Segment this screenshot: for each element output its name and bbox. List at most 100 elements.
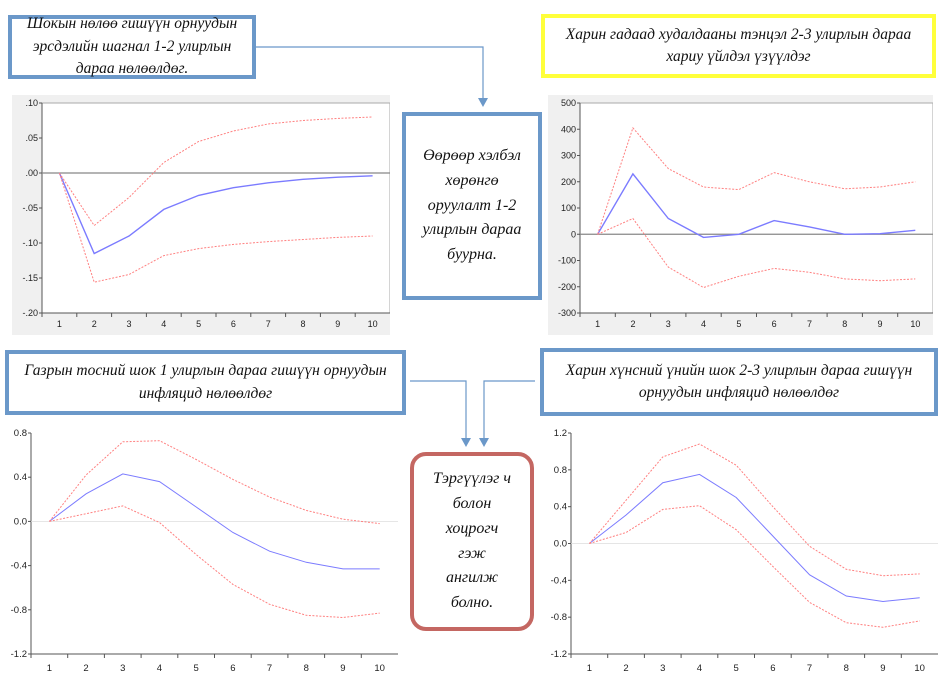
y-tick-label: .10 [25, 98, 38, 108]
note-leading-lagging: Тэргүүлэг ч болон хоцрогч гэж ангилж бол… [410, 452, 534, 631]
arrow-bottom-right [483, 380, 535, 440]
x-tick-label: 3 [120, 663, 125, 674]
x-tick-label: 5 [734, 663, 739, 674]
note-food-shock: Харин хүнсний үнийн шок 2-3 улирлын дара… [540, 348, 938, 416]
series-response-line [49, 473, 380, 570]
x-tick-label: 8 [844, 663, 849, 674]
y-tick-label: -0.4 [11, 561, 27, 572]
y-tick-label: .05 [25, 133, 38, 143]
y-tick-label: 500 [561, 98, 576, 108]
series-response-line [589, 473, 920, 603]
x-tick-label: 8 [304, 663, 309, 674]
series-upper-line [58, 116, 373, 227]
y-tick-label: 400 [561, 124, 576, 134]
chart-svg: 500 400 300 200 100 0 -100 -200 -300 1 2 3 4 5 6 7 8 9 10 [548, 95, 933, 335]
x-tick-label: 9 [340, 663, 345, 674]
y-tick-label: -0.8 [551, 612, 567, 623]
y-tick-label: -0.4 [551, 575, 567, 586]
x-tick-label: 9 [335, 319, 340, 329]
x-tick-label: 10 [914, 663, 925, 674]
x-tick-label: 8 [300, 319, 305, 329]
x-tick-label: 2 [630, 319, 635, 329]
note-risk-premium: Шокын нөлөө гишүүн орнуудын эрсдэлийн ша… [8, 15, 256, 79]
x-tick-label: 6 [231, 319, 236, 329]
x-tick-label: 4 [157, 663, 162, 674]
arrow-bottom-left [410, 380, 467, 440]
y-tick-label: -0.8 [11, 605, 27, 616]
note-text: Өөрөөр хэлбэл хөрөнгө оруулалт 1-2 улирл… [422, 147, 522, 264]
y-tick-label: -1.2 [551, 649, 567, 660]
series-lower-line [589, 505, 920, 628]
x-tick-label: 8 [842, 319, 847, 329]
x-tick-label: 4 [161, 319, 166, 329]
chart-oil-inflation: 0.8 0.4 0.0 -0.4 -0.8 -1.2 1 2 3 4 5 6 7 8 9 10 [0, 425, 400, 679]
x-tick-label: 9 [880, 663, 885, 674]
note-text: Харин хүнсний үнийн шок 2-3 улирлын дара… [565, 361, 913, 401]
y-tick-label: -.20 [22, 308, 38, 318]
y-tick-label: 100 [561, 203, 576, 213]
plot-area [31, 433, 398, 654]
arrow-top [256, 46, 484, 100]
x-tick-label: 4 [701, 319, 706, 329]
note-text: Харин гадаад худалдааны тэнцэл 2-3 улирл… [565, 25, 912, 65]
note-text: Газрын тосний шок 1 улирлын дараа гишүүн… [24, 362, 387, 402]
x-tick-label: 10 [910, 319, 920, 329]
y-tick-label: 0.4 [14, 472, 27, 483]
x-tick-label: 6 [770, 663, 775, 674]
series-upper-line [589, 443, 920, 577]
y-tick-label: .00 [25, 168, 38, 178]
series-response-line [596, 172, 916, 239]
x-tick-label: 7 [807, 319, 812, 329]
y-tick-label: -200 [558, 282, 576, 292]
y-tick-label: 0.8 [14, 428, 27, 439]
y-tick-label: 0.8 [554, 465, 567, 476]
x-tick-label: 2 [623, 663, 628, 674]
note-investment: Өөрөөр хэлбэл хөрөнгө оруулалт 1-2 улирл… [402, 112, 542, 300]
x-tick-label: 6 [772, 319, 777, 329]
x-tick-label: 10 [374, 663, 385, 674]
plot-area [41, 102, 390, 314]
chart-risk-premium: .10 .05 .00 -.05 -.10 -.15 -.20 1 2 3 4 5 6 7 8 9 10 [12, 95, 390, 335]
y-tick-label: 1.2 [554, 428, 567, 439]
y-tick-label: 0 [571, 229, 576, 239]
x-tick-label: 1 [57, 319, 62, 329]
y-tick-label: -.10 [22, 238, 38, 248]
x-tick-label: 7 [266, 319, 271, 329]
y-tick-label: 200 [561, 177, 576, 187]
note-text: Тэргүүлэг ч болон хоцрогч гэж ангилж бол… [432, 470, 512, 612]
y-tick-label: -.05 [22, 203, 38, 213]
x-tick-label: 1 [47, 663, 52, 674]
x-tick-label: 6 [230, 663, 235, 674]
y-tick-label: 0.0 [14, 516, 27, 527]
x-tick-label: 4 [697, 663, 702, 674]
x-tick-label: 1 [587, 663, 592, 674]
series-lower-line [58, 172, 373, 283]
chart-food-inflation: 1.2 0.8 0.4 0.0 -0.4 -0.8 -1.2 1 2 3 4 5 6 7 8 9 10 [540, 425, 940, 679]
plot-area [579, 102, 933, 314]
x-tick-label: 2 [92, 319, 97, 329]
note-trade-balance: Харин гадаад худалдааны тэнцэл 2-3 улирл… [541, 14, 936, 78]
x-tick-label: 7 [807, 663, 812, 674]
chart-trade-balance: 500 400 300 200 100 0 -100 -200 -300 1 2 3 4 5 6 7 8 9 10 [548, 95, 933, 335]
x-tick-label: 3 [660, 663, 665, 674]
y-tick-label: 0.4 [554, 502, 567, 513]
x-tick-label: 10 [368, 319, 378, 329]
chart-svg: 1.2 0.8 0.4 0.0 -0.4 -0.8 -1.2 1 2 3 4 5 6 7 8 9 10 [540, 425, 940, 679]
y-tick-label: -300 [558, 308, 576, 318]
chart-svg: .10 .05 .00 -.05 -.10 -.15 -.20 1 2 3 4 5 6 7 8 9 10 [12, 95, 390, 335]
y-tick-label: 0.0 [554, 539, 567, 550]
series-lower-line [49, 505, 380, 619]
y-tick-label: -1.2 [11, 649, 27, 660]
x-tick-label: 7 [267, 663, 272, 674]
x-tick-label: 3 [666, 319, 671, 329]
x-tick-label: 2 [83, 663, 88, 674]
y-tick-label: -100 [558, 256, 576, 266]
series-lower-line [597, 217, 916, 289]
series-upper-line [597, 126, 916, 235]
series-upper-line [49, 440, 380, 525]
note-text: Шокын нөлөө гишүүн орнуудын эрсдэлийн ша… [26, 15, 238, 78]
x-tick-label: 5 [194, 663, 199, 674]
x-tick-label: 1 [595, 319, 600, 329]
x-tick-label: 5 [736, 319, 741, 329]
